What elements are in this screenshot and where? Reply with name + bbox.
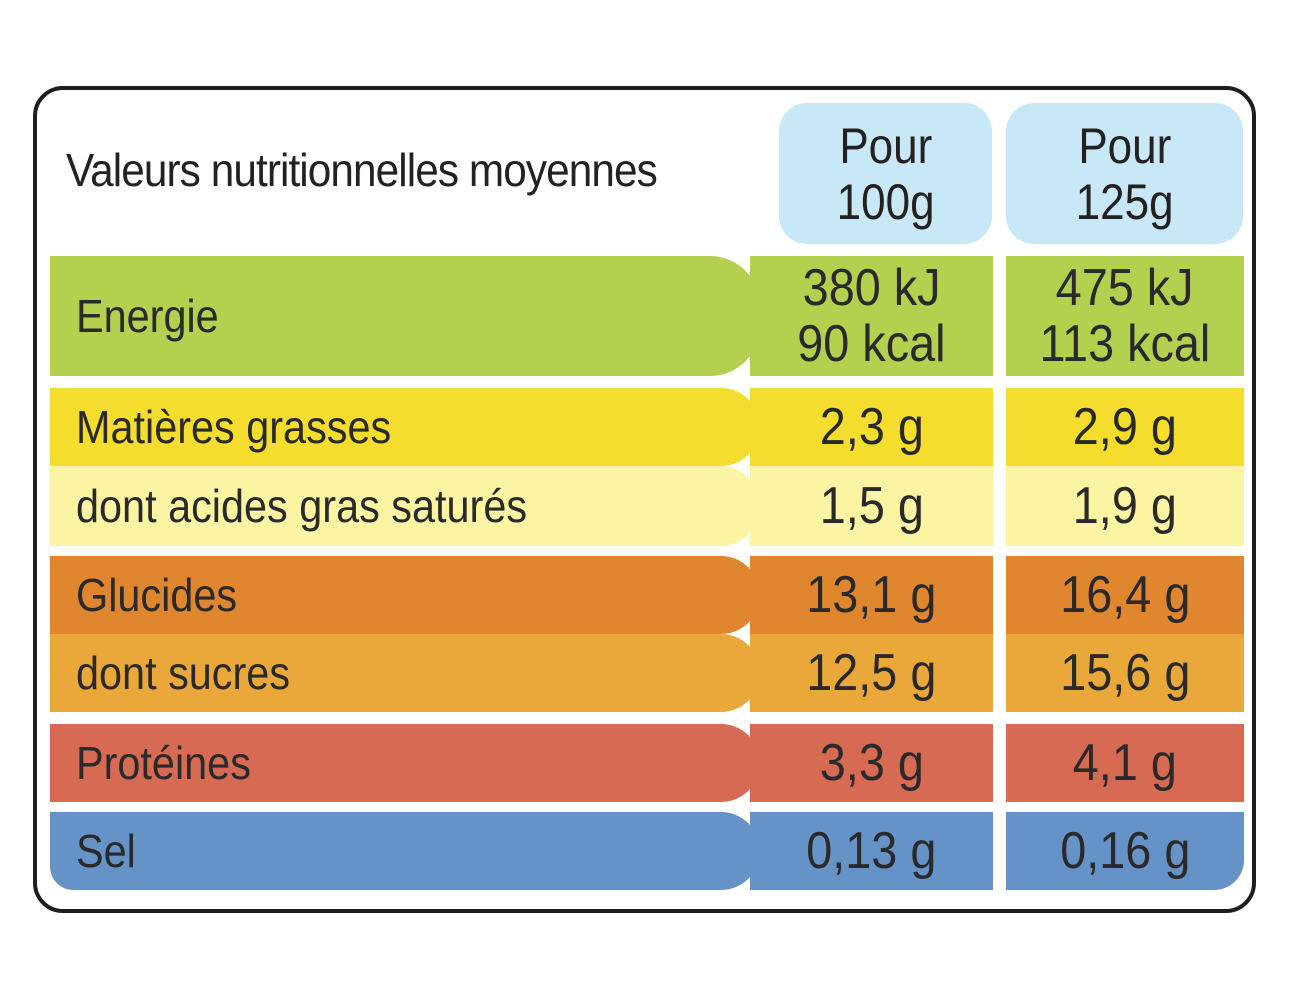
row-label: Sel bbox=[76, 825, 136, 877]
row-label-cell: Glucides bbox=[50, 556, 760, 634]
value-per-125g: 0,16 g bbox=[1006, 812, 1244, 890]
row-label: Matières grasses bbox=[76, 401, 392, 453]
row-label-cell: Matières grasses bbox=[50, 388, 760, 466]
row-energie: Energie 380 kJ 90 kcal 475 kJ 113 kcal bbox=[50, 256, 1244, 376]
row-label: dont sucres bbox=[76, 647, 291, 699]
value-per-100g: 3,3 g bbox=[750, 724, 993, 802]
row-label-cell: dont acides gras saturés bbox=[50, 466, 760, 546]
row-sucres: dont sucres 12,5 g 15,6 g bbox=[50, 634, 1244, 712]
value-per-100g: 0,13 g bbox=[750, 812, 993, 890]
value-line: 0,13 g bbox=[806, 822, 937, 880]
value-per-125g: 15,6 g bbox=[1006, 634, 1244, 712]
value-per-125g: 4,1 g bbox=[1006, 724, 1244, 802]
row-label: dont acides gras saturés bbox=[76, 480, 528, 532]
value-per-100g: 2,3 g bbox=[750, 388, 993, 466]
row-label-cell: Sel bbox=[50, 812, 760, 890]
row-proteines: Protéines 3,3 g 4,1 g bbox=[50, 724, 1244, 802]
value-per-100g: 1,5 g bbox=[750, 466, 993, 546]
value-per-100g: 13,1 g bbox=[750, 556, 993, 634]
row-matieres-grasses: Matières grasses 2,3 g 2,9 g bbox=[50, 388, 1244, 466]
row-label: Glucides bbox=[76, 569, 238, 621]
value-line: 3,3 g bbox=[819, 734, 924, 792]
row-label-cell: Energie bbox=[50, 256, 760, 376]
table-title: Valeurs nutritionnelles moyennes bbox=[66, 144, 658, 196]
column-header-line2: 125g bbox=[1075, 173, 1174, 230]
value-per-100g: 380 kJ 90 kcal bbox=[750, 256, 993, 376]
column-header-100g: Pour 100g bbox=[779, 103, 992, 244]
value-line: 4,1 g bbox=[1072, 734, 1178, 792]
value-line: 1,9 g bbox=[1072, 477, 1178, 535]
column-header-line2: 100g bbox=[836, 173, 935, 230]
value-line: 90 kcal bbox=[797, 315, 946, 373]
value-per-100g: 12,5 g bbox=[750, 634, 993, 712]
row-label: Protéines bbox=[76, 737, 251, 789]
value-line: 2,9 g bbox=[1072, 398, 1178, 456]
value-per-125g: 475 kJ 113 kcal bbox=[1006, 256, 1244, 376]
column-header-line1: Pour bbox=[839, 117, 932, 174]
value-line: 15,6 g bbox=[1059, 644, 1191, 702]
value-line: 475 kJ bbox=[1056, 259, 1194, 317]
row-label: Energie bbox=[76, 290, 219, 342]
value-line: 113 kcal bbox=[1039, 315, 1211, 373]
row-sel: Sel 0,13 g 0,16 g bbox=[50, 812, 1244, 890]
value-per-125g: 2,9 g bbox=[1006, 388, 1244, 466]
column-header-125g: Pour 125g bbox=[1006, 103, 1243, 244]
value-line: 2,3 g bbox=[819, 398, 924, 456]
value-line: 380 kJ bbox=[802, 259, 941, 317]
value-line: 0,16 g bbox=[1059, 822, 1191, 880]
row-glucides: Glucides 13,1 g 16,4 g bbox=[50, 556, 1244, 634]
value-line: 1,5 g bbox=[819, 477, 924, 535]
column-header-line1: Pour bbox=[1078, 117, 1171, 174]
row-label-cell: dont sucres bbox=[50, 634, 760, 712]
row-label-cell: Protéines bbox=[50, 724, 760, 802]
value-line: 13,1 g bbox=[806, 566, 937, 624]
value-per-125g: 1,9 g bbox=[1006, 466, 1244, 546]
row-acides-gras-satures: dont acides gras saturés 1,5 g 1,9 g bbox=[50, 466, 1244, 546]
value-per-125g: 16,4 g bbox=[1006, 556, 1244, 634]
value-line: 12,5 g bbox=[806, 644, 937, 702]
value-line: 16,4 g bbox=[1059, 566, 1191, 624]
